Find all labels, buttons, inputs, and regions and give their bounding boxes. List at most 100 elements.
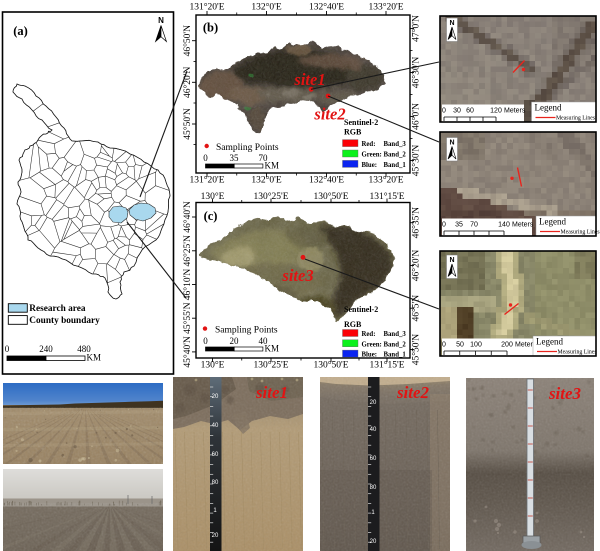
svg-text:45°50'N: 45°50'N xyxy=(411,334,422,366)
svg-text:60: 60 xyxy=(370,456,377,462)
svg-text:Red:: Red: xyxy=(362,331,376,338)
svg-text:80: 80 xyxy=(212,480,219,486)
svg-text:Meters: Meters xyxy=(515,342,537,349)
svg-text:KM: KM xyxy=(265,343,280,353)
svg-text:40: 40 xyxy=(212,423,219,429)
svg-text:46°5'N: 46°5'N xyxy=(411,295,422,322)
svg-text:480: 480 xyxy=(77,344,91,354)
svg-text:N: N xyxy=(158,16,164,25)
svg-text:Band_2: Band_2 xyxy=(384,152,407,159)
svg-text:40: 40 xyxy=(259,336,269,346)
svg-text:140: 140 xyxy=(498,222,510,229)
svg-text:130°50'E: 130°50'E xyxy=(313,191,348,202)
svg-text:80: 80 xyxy=(370,485,377,491)
svg-text:Band_3: Band_3 xyxy=(384,331,407,338)
svg-text:46°30'N: 46°30'N xyxy=(411,57,422,89)
svg-text:130°25'E: 130°25'E xyxy=(253,191,288,202)
svg-text:Band_2: Band_2 xyxy=(384,341,407,348)
svg-text:site1: site1 xyxy=(293,70,325,89)
svg-text:46°35'N: 46°35'N xyxy=(411,207,422,239)
svg-text:20: 20 xyxy=(212,533,219,539)
svg-text:0: 0 xyxy=(203,153,208,163)
svg-text:site2: site2 xyxy=(313,105,345,124)
svg-text:100: 100 xyxy=(470,342,482,349)
svg-text:120: 120 xyxy=(490,108,502,115)
svg-text:0: 0 xyxy=(203,336,208,346)
svg-text:35: 35 xyxy=(230,153,240,163)
svg-text:1: 1 xyxy=(371,510,375,516)
svg-text:40: 40 xyxy=(370,427,377,433)
svg-text:132°40'E: 132°40'E xyxy=(309,2,344,13)
svg-text:Sampling Points: Sampling Points xyxy=(216,143,279,153)
svg-text:70: 70 xyxy=(259,153,269,163)
svg-text:County boundary: County boundary xyxy=(29,316,100,326)
svg-text:60: 60 xyxy=(466,108,474,115)
svg-text:Measuring Lines: Measuring Lines xyxy=(558,349,598,355)
svg-text:Band_3: Band_3 xyxy=(384,141,407,148)
svg-text:Green:: Green: xyxy=(362,152,382,159)
svg-text:KM: KM xyxy=(265,160,280,170)
svg-text:35: 35 xyxy=(455,222,463,229)
svg-text:46°20'N: 46°20'N xyxy=(411,250,422,282)
svg-text:46°50'N: 46°50'N xyxy=(182,25,193,57)
svg-text:30: 30 xyxy=(453,108,461,115)
svg-text:Sentinel-2: Sentinel-2 xyxy=(344,118,378,127)
svg-text:Meters: Meters xyxy=(512,222,534,229)
svg-text:130°50'E: 130°50'E xyxy=(313,360,348,371)
svg-text:(b): (b) xyxy=(203,21,218,35)
svg-text:Measuring Lines: Measuring Lines xyxy=(561,229,600,235)
svg-text:Sentinel-2: Sentinel-2 xyxy=(344,305,378,314)
svg-text:133°20'E: 133°20'E xyxy=(368,2,403,13)
svg-text:RGB: RGB xyxy=(344,320,362,329)
svg-text:130°E: 130°E xyxy=(201,360,225,371)
svg-text:site2: site2 xyxy=(396,383,430,402)
svg-text:0: 0 xyxy=(442,342,446,349)
svg-text:N: N xyxy=(449,20,454,27)
svg-text:RGB: RGB xyxy=(344,128,362,137)
svg-text:200: 200 xyxy=(501,342,513,349)
svg-text:site3: site3 xyxy=(548,384,582,403)
svg-text:1: 1 xyxy=(213,508,217,514)
svg-text:Blue:: Blue: xyxy=(362,352,377,359)
svg-text:132°0'E: 132°0'E xyxy=(251,2,282,13)
svg-text:50: 50 xyxy=(456,342,464,349)
svg-text:site1: site1 xyxy=(255,383,288,402)
svg-text:130°25'E: 130°25'E xyxy=(253,360,288,371)
svg-text:46°0'N: 46°0'N xyxy=(411,103,422,130)
svg-text:Green:: Green: xyxy=(362,341,382,348)
svg-text:45°30'N: 45°30'N xyxy=(411,145,422,177)
svg-text:45°55'N: 45°55'N xyxy=(182,302,193,334)
svg-text:site3: site3 xyxy=(281,266,313,285)
svg-text:Band_1: Band_1 xyxy=(384,352,407,359)
svg-text:0: 0 xyxy=(5,344,10,354)
svg-text:47°0'N: 47°0'N xyxy=(411,15,422,42)
svg-text:70: 70 xyxy=(470,222,478,229)
svg-text:46°40'N: 46°40'N xyxy=(182,201,193,233)
svg-text:20: 20 xyxy=(370,539,377,545)
svg-text:133°20'E: 133°20'E xyxy=(368,175,403,186)
svg-text:Legend: Legend xyxy=(536,337,563,347)
svg-text:20: 20 xyxy=(370,400,377,406)
svg-text:0: 0 xyxy=(442,108,446,115)
svg-text:46°25'N: 46°25'N xyxy=(182,235,193,267)
svg-text:131°15'E: 131°15'E xyxy=(369,360,404,371)
svg-text:46°10'N: 46°10'N xyxy=(182,269,193,301)
svg-text:46°20'N: 46°20'N xyxy=(182,66,193,98)
svg-text:N: N xyxy=(449,140,454,147)
svg-text:0: 0 xyxy=(442,222,446,229)
svg-text:Sampling Points: Sampling Points xyxy=(215,325,278,335)
svg-text:130°E: 130°E xyxy=(201,191,225,202)
svg-text:KM: KM xyxy=(87,352,102,362)
svg-text:132°0'E: 132°0'E xyxy=(251,175,282,186)
svg-text:Blue:: Blue: xyxy=(362,162,377,169)
svg-text:131°15'E: 131°15'E xyxy=(369,191,404,202)
svg-text:20: 20 xyxy=(230,336,240,346)
svg-text:60: 60 xyxy=(212,452,219,458)
svg-text:Measuring Lines: Measuring Lines xyxy=(556,115,596,121)
svg-text:(c): (c) xyxy=(204,209,218,223)
svg-text:Band_1: Band_1 xyxy=(384,162,407,169)
svg-text:131°20'E: 131°20'E xyxy=(189,2,224,13)
svg-text:Research area: Research area xyxy=(29,304,86,314)
svg-text:240: 240 xyxy=(39,344,53,354)
svg-text:131°20'E: 131°20'E xyxy=(189,175,224,186)
